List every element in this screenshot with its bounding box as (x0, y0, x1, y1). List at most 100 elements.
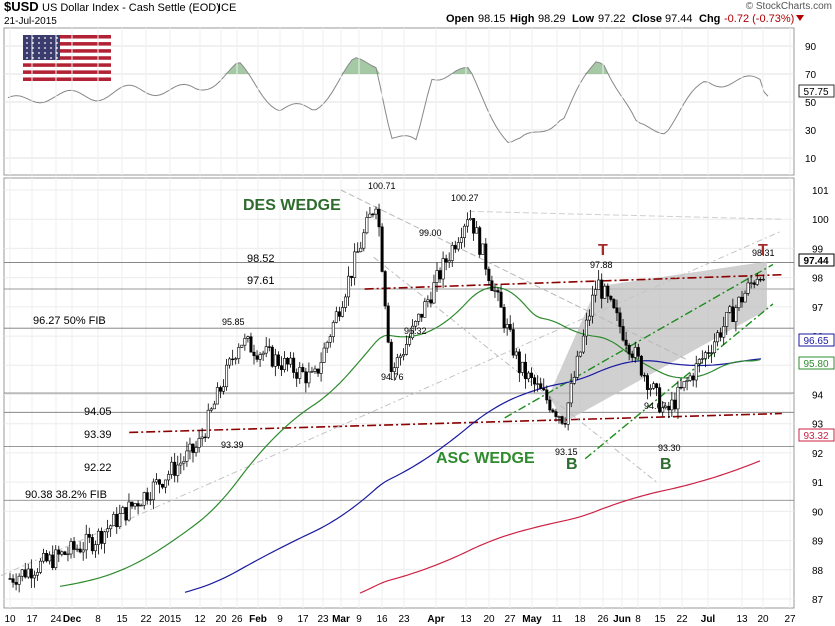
date-tick-label: 18 (574, 614, 586, 625)
price-tick-label: 98 (812, 274, 824, 285)
candle (551, 408, 555, 414)
candle (420, 313, 424, 322)
candle (587, 309, 591, 326)
candle (475, 220, 479, 234)
candle (72, 536, 76, 559)
candle (389, 338, 393, 380)
candle (310, 366, 314, 373)
label-9632: 96.32 (404, 326, 427, 336)
ohlc-readout: Open 98.15 High 98.29 Low 97.22 Close 97… (446, 13, 804, 25)
candle (761, 274, 765, 282)
candle (435, 262, 439, 293)
candle (722, 316, 726, 345)
date-tick-label: 9 (277, 614, 283, 625)
candle (694, 355, 698, 388)
candle (386, 302, 390, 344)
candle (459, 227, 463, 249)
us-flag (23, 35, 111, 81)
candle (8, 572, 12, 580)
candle (581, 329, 585, 355)
candle (255, 350, 259, 363)
price-tick-label: 99 (812, 244, 824, 255)
candle (484, 238, 488, 276)
candle (185, 441, 189, 467)
candle (249, 332, 253, 353)
candle (115, 507, 119, 534)
candlesticks (8, 203, 765, 593)
candle (57, 545, 61, 562)
date-tick-label: 13 (460, 614, 472, 625)
candle (127, 493, 131, 522)
candle (191, 443, 195, 463)
candle (331, 320, 335, 343)
candle (557, 415, 561, 424)
candle (75, 544, 79, 553)
candle (176, 455, 180, 483)
candle (48, 551, 52, 565)
ma-green-line (59, 286, 761, 587)
price-tick-label: 92 (812, 449, 824, 460)
date-tick-label: May (522, 614, 542, 625)
label-9339b: 93.39 (221, 440, 244, 450)
date-tick-label: 20 (215, 614, 227, 625)
label-9900: 99.00 (419, 228, 442, 238)
candle (289, 351, 293, 368)
date-tick-label: 26 (231, 614, 243, 625)
candle (157, 478, 161, 494)
candle (197, 430, 201, 453)
date-tick-label: 16 (376, 614, 388, 625)
price-tick-label: 100 (812, 215, 829, 226)
candle (340, 301, 344, 318)
candle (209, 407, 213, 413)
last-price-badge: 97.44 (798, 253, 835, 267)
candle (563, 417, 567, 428)
candle (218, 385, 222, 399)
top-marker-1: T (598, 242, 608, 259)
candle (499, 284, 503, 308)
date-tick-label: 20 (757, 614, 769, 625)
candle (200, 427, 204, 446)
candle (81, 542, 85, 561)
candle (63, 550, 67, 556)
label-10027: 100.27 (451, 193, 479, 203)
date-tick-label: Dec (63, 614, 82, 625)
candle (572, 370, 576, 385)
candle (511, 322, 515, 359)
date-tick-label: Feb (249, 614, 267, 625)
candle (645, 373, 649, 400)
candle (679, 377, 683, 390)
label-9467: 94.67 (644, 401, 667, 411)
date-tick-label: 23 (317, 614, 329, 625)
level-9222: 92.22 (84, 462, 112, 474)
ma-red-line (359, 460, 761, 594)
candle (441, 251, 445, 288)
candle (408, 333, 412, 347)
candle (270, 344, 274, 368)
candle (136, 500, 140, 515)
candle (133, 502, 137, 510)
candle (713, 333, 717, 358)
rsi-last-value: 57.75 (803, 87, 828, 98)
candle (603, 283, 607, 300)
label-9788: 97.88 (590, 260, 613, 270)
date-tick-label: 12 (194, 614, 206, 625)
price-tick-label: 89 (812, 537, 824, 548)
date-tick-label: 22 (676, 614, 688, 625)
date-tick-label: Apr (427, 614, 444, 625)
rsi-tick-label: 10 (805, 154, 817, 165)
candle (93, 540, 97, 558)
candle (682, 381, 686, 392)
candle (639, 354, 643, 378)
level-9852: 98.52 (247, 253, 275, 265)
candle (194, 440, 198, 457)
candle (703, 350, 707, 368)
candle (432, 274, 436, 304)
candle (636, 343, 640, 360)
down-arrow-icon (796, 15, 804, 21)
date-tick-label: 22 (140, 614, 152, 625)
candle (273, 348, 277, 377)
candle (319, 352, 323, 382)
price-tick-label: 88 (812, 566, 824, 577)
des-wedge-label: DES WEDGE (243, 197, 341, 214)
candle (450, 241, 454, 267)
